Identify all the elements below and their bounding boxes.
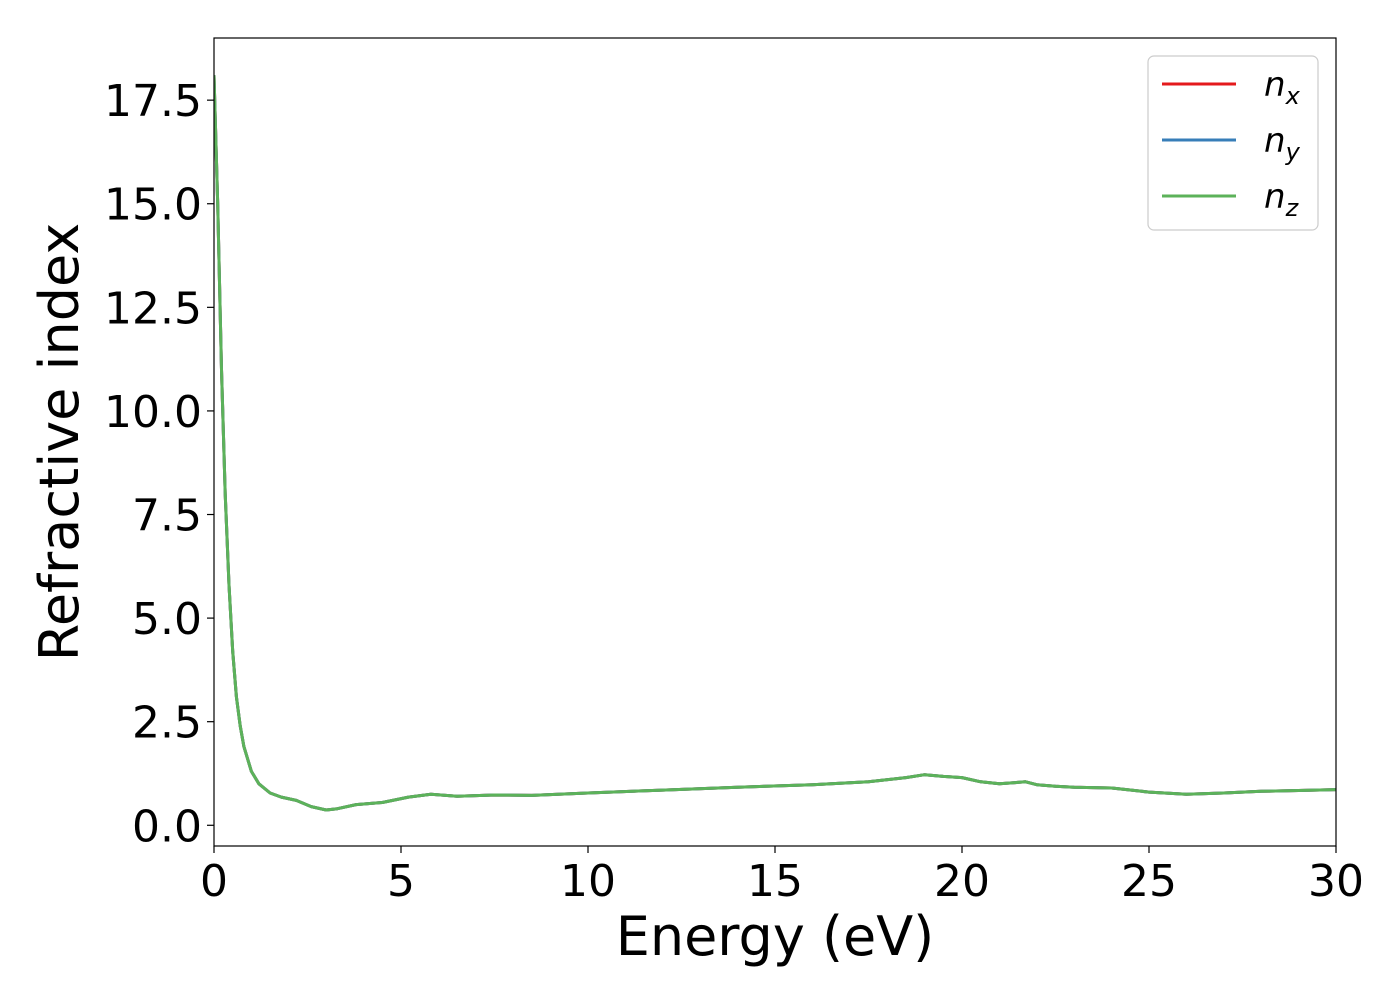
y-axis-title: Refractive index — [28, 223, 91, 662]
y-tick-label: 5.0 — [132, 594, 202, 645]
x-tick-label: 5 — [387, 856, 415, 907]
x-tick-label: 10 — [560, 856, 616, 907]
y-tick-label: 2.5 — [132, 698, 202, 749]
legend-box — [1147, 55, 1319, 231]
y-tick-label: 15.0 — [104, 180, 202, 231]
x-axis-title: Energy (eV) — [616, 905, 935, 968]
y-tick-label: 0.0 — [132, 801, 202, 852]
legend-label-y: ny — [1264, 121, 1301, 166]
legend: nx ny nz — [1147, 55, 1319, 231]
y-axis-ticks: 0.0 2.5 5.0 7.5 10.0 12.5 15.0 17.5 — [104, 76, 214, 852]
y-tick-label: 17.5 — [104, 76, 202, 127]
x-tick-label: 15 — [747, 856, 803, 907]
x-tick-label: 25 — [1121, 856, 1177, 907]
legend-label-x: nx — [1264, 65, 1301, 110]
y-tick-label: 12.5 — [104, 283, 202, 334]
x-tick-label: 20 — [934, 856, 990, 907]
x-tick-label: 0 — [200, 856, 228, 907]
series-line-z — [214, 75, 1336, 812]
y-tick-label: 10.0 — [104, 387, 202, 438]
legend-label-z: nz — [1264, 177, 1300, 222]
x-tick-label: 30 — [1308, 856, 1364, 907]
y-tick-label: 7.5 — [132, 491, 202, 542]
x-axis-ticks: 0 5 10 15 20 25 30 — [200, 846, 1364, 907]
series-layer — [214, 75, 1336, 812]
